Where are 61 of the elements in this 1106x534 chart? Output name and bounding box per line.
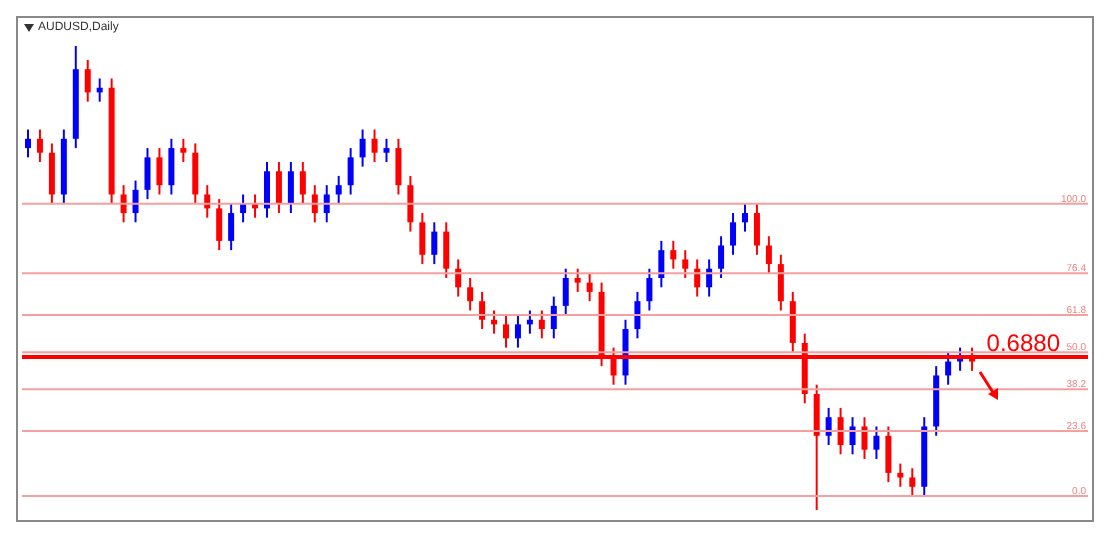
candlestick [216, 198, 223, 252]
candlestick [371, 128, 378, 163]
candlestick [741, 202, 748, 233]
candlestick [287, 161, 294, 215]
candlestick [132, 179, 139, 224]
candlestick [84, 58, 91, 103]
candlestick [228, 202, 235, 252]
candlestick [634, 290, 641, 340]
candlestick [670, 239, 677, 270]
candlestick [861, 416, 868, 460]
candlestick [48, 142, 55, 205]
candlestick [383, 137, 390, 163]
candlestick [479, 290, 486, 331]
candlestick [24, 128, 31, 159]
candlestick [467, 277, 474, 312]
candlestick [789, 290, 796, 354]
candlestick [753, 202, 760, 256]
candlestick [311, 184, 318, 224]
candlestick [550, 295, 557, 340]
candlestick [359, 128, 366, 168]
candlestick [263, 161, 270, 219]
candlestick [945, 351, 952, 386]
candlestick [873, 425, 880, 460]
candlestick [849, 416, 856, 456]
candlestick [347, 147, 354, 196]
candlestick [192, 142, 199, 205]
candlestick [407, 174, 414, 233]
candlestick [443, 221, 450, 279]
candlestick [299, 161, 306, 205]
candlestick [909, 467, 916, 498]
candlestick [825, 406, 832, 447]
candlestick [120, 184, 127, 224]
candlestick [658, 239, 665, 289]
candlestick [718, 235, 725, 279]
candlestick [180, 137, 187, 163]
candlestick [335, 174, 342, 205]
candlestick [431, 221, 438, 266]
candlestick [514, 314, 521, 349]
candlestick [419, 212, 426, 266]
candlestick [646, 267, 653, 312]
candlestick [144, 147, 151, 201]
candlestick [730, 212, 737, 256]
annotation: 0.6880 [986, 328, 1061, 357]
candlestick [682, 249, 689, 279]
candlestick [502, 314, 509, 349]
candlestick [897, 462, 904, 488]
candlestick [586, 272, 593, 303]
candlestick [885, 425, 892, 484]
candlestick [813, 383, 820, 510]
candlestick [574, 267, 581, 293]
candlestick [562, 267, 569, 317]
candlestick [777, 253, 784, 312]
candlestick [323, 184, 330, 224]
candlestick [538, 309, 545, 340]
candlestick [156, 147, 163, 196]
candlestick [36, 128, 43, 163]
candlestick [395, 137, 402, 196]
candlestick [837, 406, 844, 456]
candlestick [275, 161, 282, 215]
candlestick [765, 235, 772, 275]
candlestick [168, 137, 175, 196]
